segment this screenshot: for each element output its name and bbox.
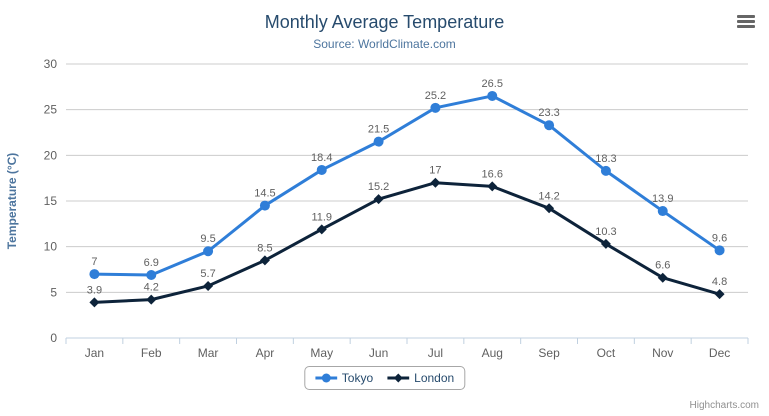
london-legend-marker-icon [387,373,410,383]
marker-london-Nov[interactable] [657,272,668,283]
data-label-tokyo-Nov: 13.9 [652,193,673,205]
x-axis-label: Jun [369,346,388,360]
y-axis-label: 15 [44,194,58,208]
marker-tokyo-Apr[interactable] [259,200,270,211]
marker-tokyo-Sep[interactable] [544,120,555,131]
chart-title: Monthly Average Temperature [264,12,505,32]
marker-london-Oct[interactable] [600,238,611,249]
data-label-london-May: 11.9 [311,211,332,223]
hamburger-icon-bar [737,15,755,18]
y-axis-label: 30 [44,57,58,71]
marker-london-Feb[interactable] [146,294,157,305]
x-axis-label: Aug [482,346,503,360]
tokyo-legend-marker-icon [314,373,337,383]
data-label-london-Mar: 5.7 [200,268,215,280]
data-label-tokyo-Oct: 18.3 [595,153,616,165]
marker-tokyo-Jul[interactable] [430,102,441,113]
data-label-tokyo-Aug: 26.5 [482,78,503,90]
y-axis-label: 0 [50,331,57,345]
marker-london-Aug[interactable] [487,181,498,192]
data-label-london-Dec: 4.8 [712,276,727,288]
x-axis-label: Nov [652,346,673,360]
marker-tokyo-Jun[interactable] [373,136,384,147]
data-label-tokyo-Jul: 25.2 [425,90,446,102]
marker-london-Jan[interactable] [89,297,100,308]
series-line-tokyo [92,94,722,277]
x-axis-label: Jul [428,346,443,360]
data-label-london-Feb: 4.2 [144,282,159,294]
export-menu-button[interactable] [737,15,755,29]
data-label-tokyo-Dec: 9.6 [712,232,727,244]
data-label-london-Aug: 16.6 [482,168,503,180]
series-line-london [92,181,722,304]
marker-tokyo-May[interactable] [316,164,327,175]
y-axis-label: 25 [44,103,58,117]
highcharts-credits[interactable]: Highcharts.com [689,400,759,411]
y-axis-title: Temperature (°C) [5,153,19,250]
hamburger-icon-bar [737,25,755,28]
x-axis-label: Sep [538,346,560,360]
data-label-tokyo-May: 18.4 [311,152,332,164]
marker-london-Sep[interactable] [544,203,555,214]
y-axis-label: 10 [44,240,58,254]
marker-tokyo-Aug[interactable] [487,90,498,101]
x-axis-label: May [310,346,333,360]
x-axis-label: Mar [198,346,219,360]
x-axis-label: Oct [597,346,616,360]
marker-london-Jun[interactable] [373,194,384,205]
legend: Tokyo London [303,366,466,390]
marker-tokyo-Mar[interactable] [203,246,214,257]
marker-london-Dec[interactable] [714,289,725,300]
x-axis-label: Dec [709,346,730,360]
data-label-london-Nov: 6.6 [655,260,670,272]
legend-item-london[interactable]: London [387,371,454,385]
legend-label-tokyo: Tokyo [341,371,374,385]
data-label-tokyo-Jun: 21.5 [368,124,389,136]
y-axis-label: 5 [50,285,57,299]
data-label-london-Jun: 15.2 [368,181,389,193]
x-axis-label: Jan [85,346,104,360]
legend-label-london: London [414,371,455,385]
data-label-tokyo-Mar: 9.5 [200,233,215,245]
data-label-london-Apr: 8.5 [257,242,272,254]
chart-subtitle: Source: WorldClimate.com [313,37,456,51]
marker-london-Apr[interactable] [259,255,270,266]
marker-london-Jul[interactable] [430,177,441,188]
marker-london-Mar[interactable] [203,280,214,291]
x-axis-label: Apr [256,346,275,360]
y-axis-label: 20 [44,148,58,162]
marker-tokyo-Jan[interactable] [89,269,100,280]
data-label-tokyo-Jan: 7 [91,256,97,268]
marker-tokyo-Dec[interactable] [714,245,725,256]
data-label-london-Jan: 3.9 [87,284,102,296]
data-label-london-Jul: 17 [429,165,441,177]
marker-tokyo-Feb[interactable] [146,269,157,280]
marker-tokyo-Nov[interactable] [657,206,668,217]
legend-item-tokyo[interactable]: Tokyo [314,371,374,385]
x-axis-label: Feb [141,346,162,360]
marker-london-May[interactable] [316,224,327,235]
data-label-tokyo-Sep: 23.3 [538,107,559,119]
data-label-london-Sep: 14.2 [538,190,559,202]
hamburger-icon-bar [737,20,755,23]
marker-tokyo-Oct[interactable] [600,165,611,176]
data-label-tokyo-Apr: 14.5 [254,188,275,200]
data-label-london-Oct: 10.3 [595,226,616,238]
data-label-tokyo-Feb: 6.9 [144,257,159,269]
